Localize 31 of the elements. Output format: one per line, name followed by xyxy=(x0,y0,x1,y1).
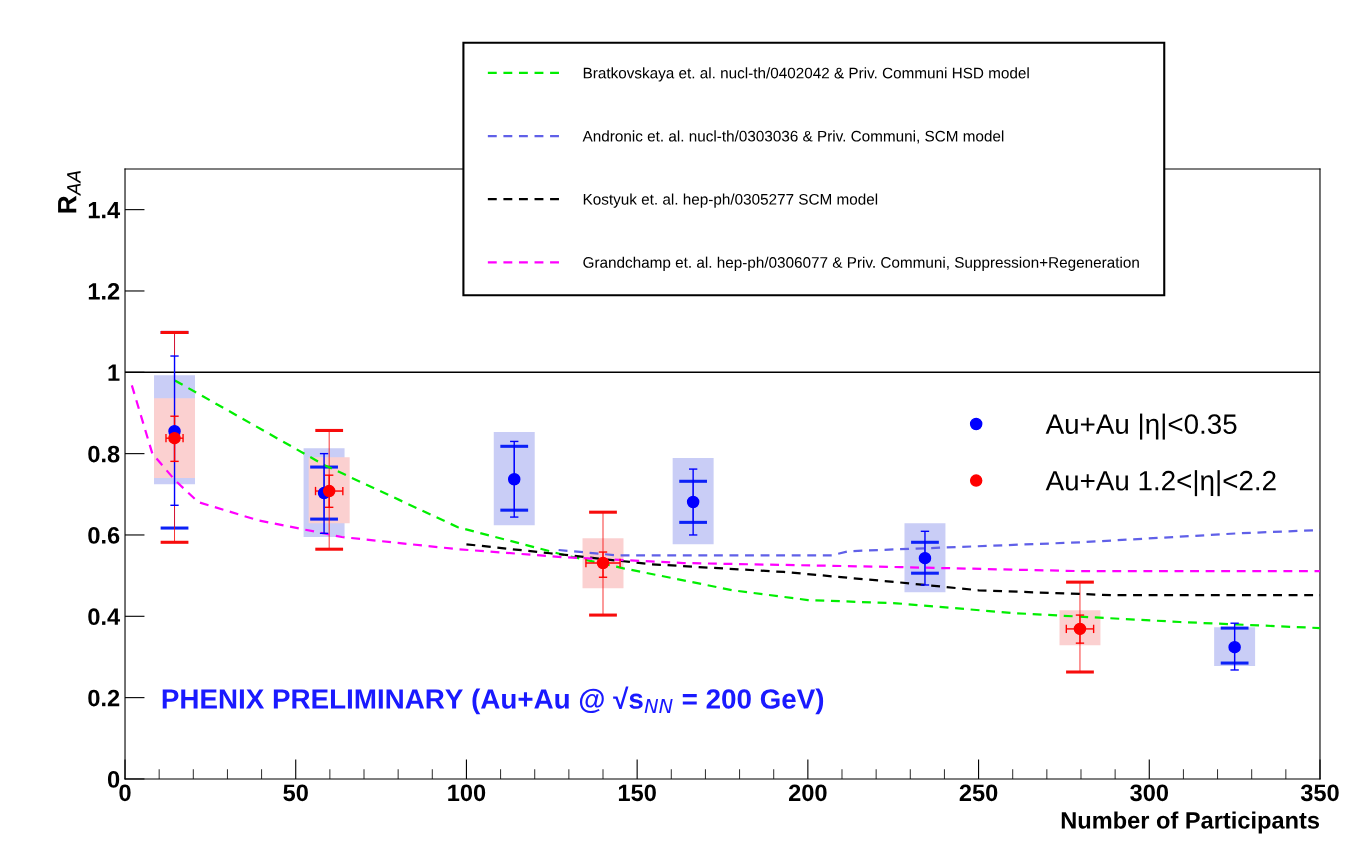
x-tick-label: 100 xyxy=(448,784,486,802)
point xyxy=(918,551,932,565)
x-axis-title: Number of Participants xyxy=(1061,811,1320,834)
x-tick-label: 150 xyxy=(618,784,656,802)
y-tick-label: 1 xyxy=(108,364,120,381)
y-tick-label: 0.2 xyxy=(88,689,120,707)
line-series xyxy=(173,379,1320,630)
point xyxy=(322,484,336,498)
legend-label: Andronic et. al. nucl-th/0303036 & Priv. Communi, SCM model xyxy=(582,130,1004,144)
annotation: PHENIX PRELIMINARY (Au+Au @ √s$_{NN}$ = 200 GeV) xyxy=(162,686,824,715)
legend-label: Bratkovskaya et. al. nucl-th/0402042 & Priv. Communi HSD model xyxy=(583,67,1029,82)
bar xyxy=(493,432,535,526)
legend-label: Grandchamp et. al. hep-ph/0306077 & Priv. Communi, Suppression+Regeneration xyxy=(583,256,1139,271)
y-tick-label: 0.8 xyxy=(88,445,120,463)
y-tick-label: 1.4 xyxy=(88,201,121,219)
point xyxy=(507,473,521,486)
legend-label: Au+Au 1.2<|η|<2.2 xyxy=(1045,470,1276,497)
point xyxy=(686,495,700,509)
y-tick-label: 0.6 xyxy=(88,527,120,544)
y-tick-label: 0.4 xyxy=(88,608,121,626)
line-series xyxy=(130,384,1320,573)
x-tick-label: 300 xyxy=(1130,784,1169,802)
legend-label: Kostyuk et. al. hep-ph/0305277 SCM model xyxy=(583,193,878,208)
x-tick-label: 350 xyxy=(1300,784,1339,802)
y-tick-label: 1.2 xyxy=(88,283,120,300)
y-axis-title: R$_{AA}$ xyxy=(58,171,81,213)
legend-label: Au+Au |η|<0.35 xyxy=(1045,413,1237,440)
x-tick-label: 200 xyxy=(788,784,827,802)
x-tick-label: 250 xyxy=(959,784,998,802)
x-tick-label: 50 xyxy=(283,784,308,802)
y-tick-label: 0 xyxy=(107,771,120,788)
